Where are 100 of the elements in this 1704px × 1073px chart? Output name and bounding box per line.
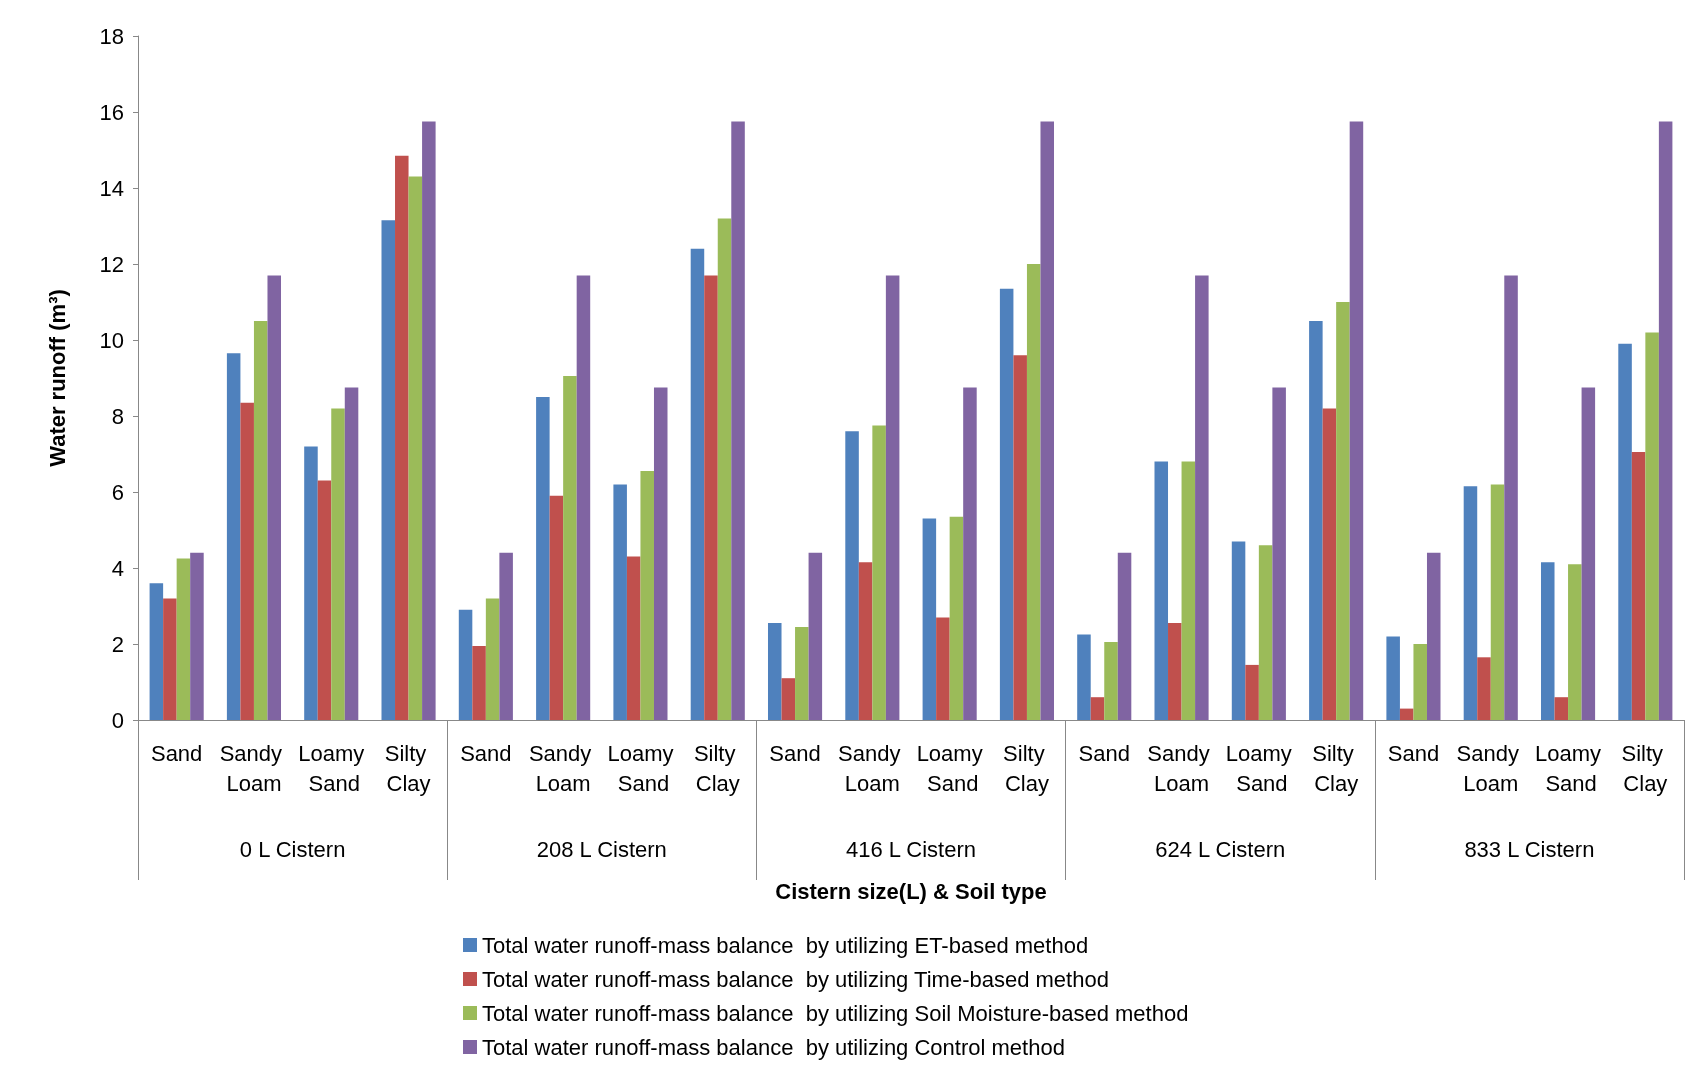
bar — [1658, 121, 1673, 720]
bar — [936, 617, 950, 720]
x-tick-label: Silty Clay — [1003, 740, 1051, 796]
bar — [781, 678, 796, 720]
bar — [1568, 564, 1582, 720]
x-tick-label: Sandy Loam — [528, 740, 598, 796]
bar — [808, 552, 823, 720]
text: 208 L Cistern — [536, 836, 667, 862]
bar — [922, 518, 937, 720]
y-tick-label: 14 — [99, 175, 124, 201]
bar — [1309, 321, 1323, 720]
bar — [1322, 408, 1337, 720]
text: 0 L Cistern — [239, 836, 346, 862]
bar — [1154, 461, 1169, 720]
bar — [304, 446, 318, 720]
x-tick-label: Silty Clay — [384, 740, 433, 796]
legend-label: Total water runoff-mass balance by utilizing Control method — [482, 1034, 1065, 1060]
bar — [563, 376, 577, 720]
bar — [717, 218, 732, 720]
y-tick-label: 12 — [99, 251, 124, 277]
bar — [331, 408, 345, 720]
bar — [576, 275, 591, 720]
bar — [485, 598, 500, 720]
bar — [613, 484, 627, 720]
bar — [1349, 121, 1364, 720]
bar — [690, 248, 705, 720]
bar — [190, 552, 204, 720]
bar — [149, 583, 164, 720]
bar — [1272, 387, 1286, 720]
bar — [885, 275, 900, 720]
bar — [1104, 642, 1118, 720]
y-tick-label: 4 — [111, 555, 124, 581]
bar — [1477, 657, 1491, 720]
text: 833 L Cistern — [1464, 836, 1595, 862]
bar — [1026, 264, 1041, 720]
y-tick-label: 16 — [99, 99, 124, 125]
y-tick-label: 18 — [99, 23, 124, 49]
legend-label: Total water runoff-mass balance by utilizing Soil Moisture-based method — [482, 1000, 1189, 1026]
text: 624 L Cistern — [1155, 836, 1286, 862]
bar — [872, 425, 886, 720]
x-tick-label: Sand — [1078, 740, 1130, 766]
y-tick-label: 8 — [111, 403, 124, 429]
bar — [1077, 634, 1091, 720]
legend-label: Total water runoff-mass balance by utilizing Time-based method — [482, 966, 1109, 992]
bar — [1399, 708, 1414, 720]
bar — [949, 516, 964, 720]
bar — [704, 275, 718, 720]
bar — [1386, 636, 1400, 720]
bar — [1618, 343, 1632, 720]
bar — [1490, 484, 1505, 720]
x-tick-label: Sandy Loam — [1456, 740, 1525, 796]
bar — [1040, 121, 1054, 720]
x-tick-label: Sandy Loam — [219, 740, 289, 796]
x-tick-label: Silty Clay — [1621, 740, 1670, 796]
y-axis-title: Water runoff (m³) — [44, 289, 70, 467]
x-tick-label: Loamy Sand — [607, 740, 674, 796]
bar — [1195, 275, 1209, 720]
bar — [1117, 552, 1132, 720]
bar — [795, 626, 809, 720]
x-tick-label: Silty Clay — [1312, 740, 1360, 796]
bar — [381, 220, 396, 720]
y-tick-label: 10 — [99, 327, 124, 353]
bar — [1631, 452, 1646, 720]
bar — [253, 321, 268, 720]
bar — [499, 552, 513, 720]
x-tick-label: Loamy Sand — [916, 740, 983, 796]
x-tick-label: Sand — [460, 740, 512, 766]
y-tick-label: 0 — [111, 707, 124, 733]
bar — [1504, 275, 1518, 720]
bar — [1090, 697, 1105, 720]
bar — [176, 558, 191, 720]
bar — [267, 275, 282, 720]
bar — [240, 402, 254, 720]
bar — [1426, 552, 1441, 720]
bar — [963, 387, 977, 720]
bar — [549, 495, 564, 720]
bar — [1013, 355, 1027, 720]
x-tick-label: Loamy Sand — [1535, 740, 1602, 796]
y-tick-label: 6 — [111, 479, 124, 505]
x-tick-label: Sand — [769, 740, 821, 766]
legend-label: Total water runoff-mass balance by utilizing ET-based method — [482, 932, 1089, 958]
x-tick-label: Sandy Loam — [1147, 740, 1216, 796]
x-tick-label: Loamy Sand — [298, 740, 365, 796]
bar — [226, 353, 241, 720]
bar — [768, 623, 782, 720]
bar — [408, 176, 423, 720]
x-tick-label: Silty Clay — [693, 740, 742, 796]
bar — [317, 480, 332, 720]
bar — [395, 155, 409, 720]
bar — [1336, 302, 1350, 720]
bar — [422, 121, 436, 720]
bar — [845, 431, 859, 720]
bar — [653, 387, 668, 720]
bar — [1258, 545, 1273, 720]
bar — [999, 288, 1014, 720]
bar — [472, 645, 486, 720]
bar — [1168, 623, 1182, 720]
bar — [1463, 486, 1478, 720]
bar — [1231, 541, 1246, 720]
x-tick-label: Sandy Loam — [838, 740, 907, 796]
